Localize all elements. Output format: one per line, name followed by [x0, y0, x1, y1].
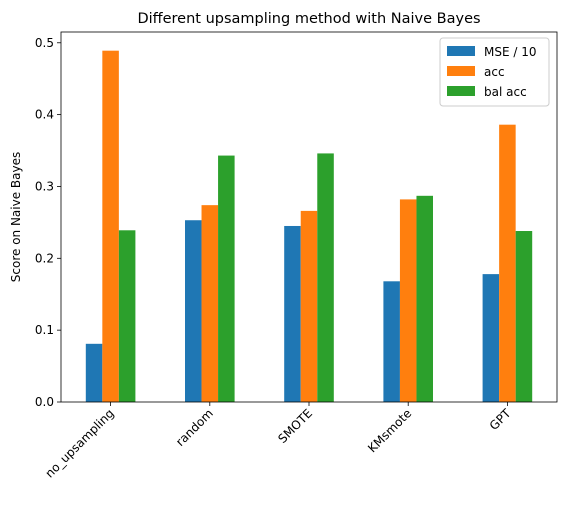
bar-GPT-acc — [499, 124, 516, 403]
y-tick-label: 0.0 — [35, 395, 54, 409]
y-tick-label: 0.1 — [35, 323, 54, 337]
bar-SMOTE-acc — [300, 210, 318, 402]
bar-KMsmote-mse-10 — [383, 281, 400, 402]
y-tick-label: 0.3 — [35, 179, 54, 193]
y-tick-label: 0.5 — [35, 36, 54, 50]
x-tick-label-gpt: GPT — [487, 406, 514, 433]
bar-random-acc — [201, 205, 219, 402]
legend-label: acc — [484, 65, 505, 79]
y-tick-label: 0.2 — [35, 251, 54, 265]
bar-KMsmote-acc — [399, 199, 417, 402]
x-tick-label-kmsmote: KMsmote — [365, 406, 414, 455]
y-axis-label: Score on Naive Bayes — [9, 152, 23, 282]
bar-GPT-mse-10 — [482, 274, 500, 402]
x-tick-label-smote: SMOTE — [275, 406, 315, 446]
bar-KMsmote-bal-acc — [416, 195, 433, 402]
bars-group — [85, 50, 533, 403]
bar-no_upsampling-mse-10 — [85, 343, 103, 402]
legend-label: MSE / 10 — [484, 45, 537, 59]
bar-SMOTE-bal-acc — [317, 153, 334, 402]
chart-title: Different upsampling method with Naive B… — [137, 11, 480, 27]
legend: MSE / 10 acc bal acc — [439, 37, 550, 107]
y-tick-label: 0.4 — [35, 108, 54, 122]
legend-swatch — [447, 86, 475, 96]
bar-no_upsampling-acc — [102, 50, 119, 403]
legend-label: bal acc — [484, 85, 527, 99]
legend-swatch — [447, 66, 475, 76]
bar-GPT-bal-acc — [515, 231, 533, 402]
bar-no_upsampling-bal-acc — [118, 230, 136, 402]
bar-random-mse-10 — [185, 220, 202, 402]
bar-random-bal-acc — [218, 155, 235, 402]
bar-SMOTE-mse-10 — [284, 225, 301, 402]
x-tick-label-no_upsampling: no_upsampling — [42, 406, 116, 480]
legend-swatch — [447, 46, 475, 56]
x-tick-label-random: random — [173, 406, 216, 449]
